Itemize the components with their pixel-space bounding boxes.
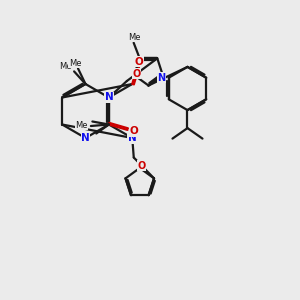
Text: O: O xyxy=(137,160,146,171)
Text: O: O xyxy=(135,57,143,67)
Text: Me: Me xyxy=(75,121,88,130)
Text: Me: Me xyxy=(59,62,71,71)
Text: N: N xyxy=(81,133,90,143)
Text: N: N xyxy=(104,92,113,103)
Text: Me: Me xyxy=(128,33,140,42)
Text: O: O xyxy=(130,126,139,136)
Text: N: N xyxy=(157,73,165,82)
Text: O: O xyxy=(133,69,141,79)
Text: N: N xyxy=(128,133,136,143)
Text: Me: Me xyxy=(69,58,81,68)
